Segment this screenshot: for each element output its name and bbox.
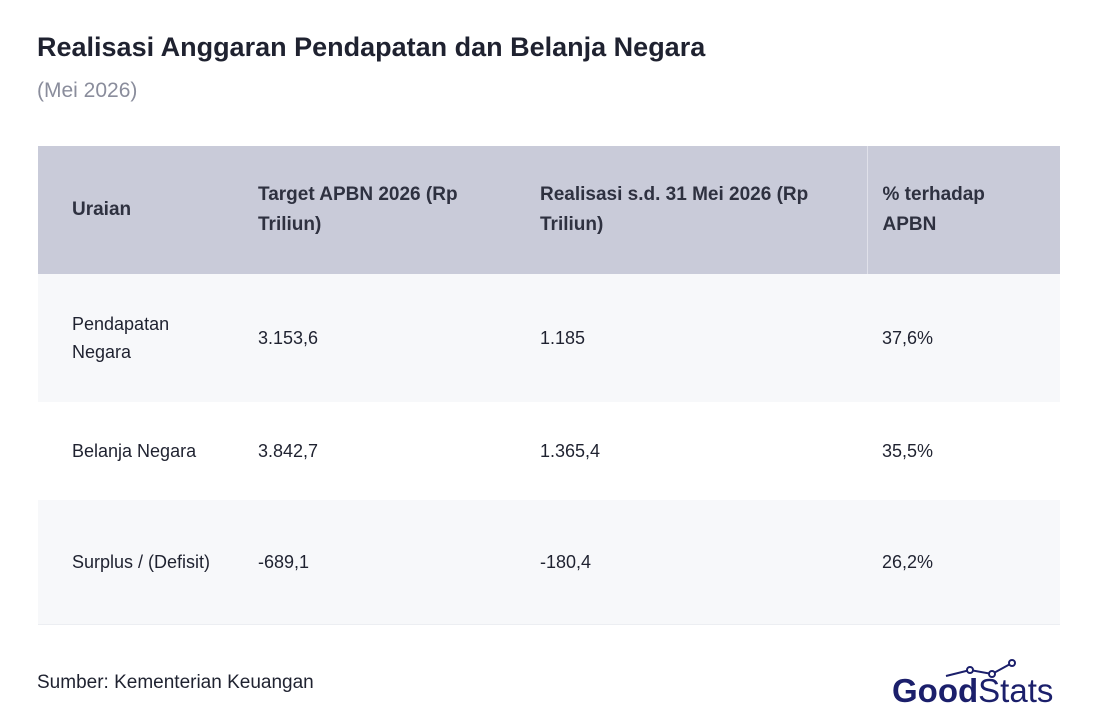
table-cell: -180,4 — [540, 500, 867, 624]
cell-text: 35,5% — [882, 441, 934, 461]
header-row: Uraian Target APBN 2026 (Rp Triliun) Reali… — [38, 146, 1060, 274]
table-cell: Belanja Negara — [38, 402, 258, 500]
source: Sumber: Kementerian Keuangan — [37, 672, 314, 693]
column-header: Uraian — [38, 146, 258, 274]
cell-text: 3.153,6 — [258, 328, 319, 348]
column-header: Target APBN 2026 (Rp Triliun) — [258, 146, 540, 274]
table-cell: 35,5% — [867, 402, 1060, 500]
cell-text: 37,6% — [882, 328, 934, 348]
data-table: Uraian Target APBN 2026 (Rp Triliun) Reali… — [38, 146, 1060, 625]
cell-text: Surplus / (Defisit) — [72, 551, 211, 572]
cell-text: Belanja Negara — [72, 441, 197, 461]
table-row: Surplus / (Defisit) -689,1 -180,4 26,2% — [38, 500, 1060, 624]
cell-text: 1.185 — [540, 328, 586, 348]
logo-light: Stats — [978, 672, 1054, 709]
table-row: Pendapatan Negara 3.153,6 1.185 37,6% — [38, 274, 1060, 402]
table-cell: 1.185 — [540, 274, 867, 402]
title: Realisasi Anggaran Pendapatan dan Belanj… — [37, 32, 706, 62]
cell-text: 3.842,7 — [258, 441, 319, 461]
table-cell: 3.842,7 — [258, 402, 540, 500]
table-cell: 26,2% — [867, 500, 1060, 624]
column-header: Realisasi s.d. 31 Mei 2026 (Rp Triliun) — [540, 146, 867, 274]
table-cell: Surplus / (Defisit) — [38, 500, 258, 624]
cell-text: -180,4 — [540, 551, 592, 572]
cell-text: 1.365,4 — [540, 441, 601, 461]
table-cell: 1.365,4 — [540, 402, 867, 500]
table-cell: 3.153,6 — [258, 274, 540, 402]
cell-text: -689,1 — [258, 551, 310, 572]
logo-graph — [945, 659, 1016, 678]
table-cell: 37,6% — [867, 274, 1060, 402]
table-body: Pendapatan Negara 3.153,6 1.185 37,6% Belanj… — [38, 274, 1060, 624]
cell-text: Pendapatan Negara — [72, 314, 170, 362]
column-header: % terhadap APBN — [866, 146, 1060, 274]
table-cell: -689,1 — [258, 500, 540, 624]
logo-bold: Good — [892, 672, 979, 709]
logo: GoodStats — [892, 672, 1053, 710]
table-row: Belanja Negara 3.842,7 1.365,4 35,5% — [38, 402, 1060, 500]
subtitle: (Mei 2026) — [37, 79, 138, 102]
cell-text: 26,2% — [882, 551, 934, 572]
table-cell: Pendapatan Negara — [38, 274, 258, 402]
